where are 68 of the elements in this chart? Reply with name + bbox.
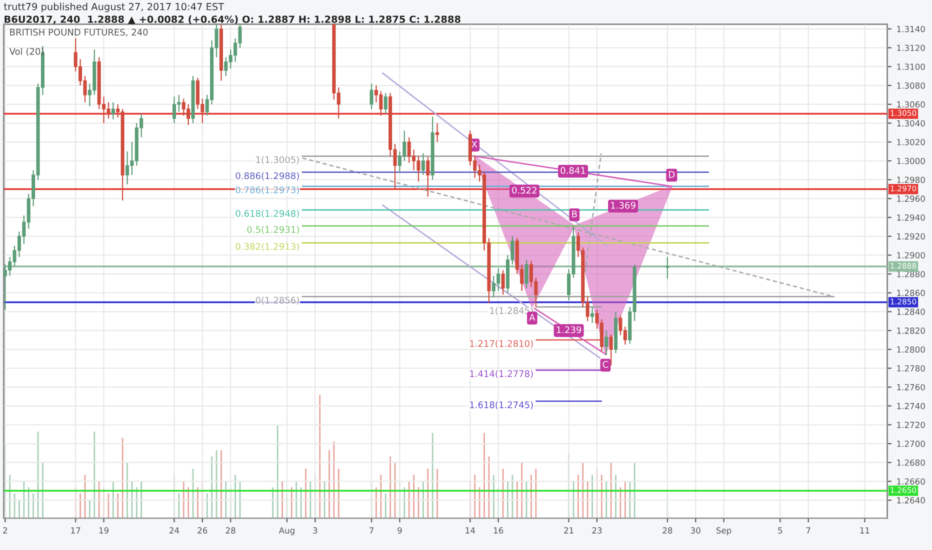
annotation: B (572, 210, 577, 218)
annotation: BRITISH POUND FUTURES, 240 (10, 28, 148, 37)
y-tick-label: 1.3000 (897, 158, 925, 164)
annotation: X (472, 140, 478, 148)
x-tick-label: 19 (99, 527, 108, 534)
x-tick-label: 3 (313, 527, 318, 534)
y-tick-label: 1.2800 (897, 346, 925, 353)
y-tick-label: 1.2700 (897, 440, 925, 447)
chart-subtitle: B6U2017, 240 1.2888 ▲ +0.0082 (+0.64%) O: 1.2887 H: 1.2898 L: 1.2875 C: 1.2888 (4, 15, 460, 24)
x-tick-label: 30 (690, 527, 700, 534)
y-tick-label: 1.2820 (897, 328, 925, 334)
x-tick-label: 21 (564, 527, 574, 534)
series-label: 0(1.2856) (256, 296, 299, 305)
series-label: 1(1.2845) (490, 306, 533, 316)
y-tick-label: 1.2640 (897, 497, 925, 504)
annotation: C (602, 360, 608, 368)
y-tick-label: 1.2660 (897, 478, 925, 485)
x-tick-label: 16 (494, 527, 504, 534)
series-label: 1(1.3005) (256, 156, 299, 164)
x-tick-label: 23 (592, 527, 602, 534)
series-label: 0.886(1.2988) (236, 172, 299, 180)
y-tick-label: 1.2840 (897, 308, 925, 315)
x-tick-label: 28 (226, 527, 236, 534)
y-tick-label: 1.2980 (897, 176, 925, 184)
y-tick-label: 1.2740 (897, 402, 925, 410)
y-tick-label: 1.2720 (897, 422, 925, 428)
series-label: 0.786(1.2973) (236, 186, 299, 194)
x-tick-label: 17 (71, 527, 80, 534)
y-tick-label: 1.3140 (897, 26, 925, 32)
series-label: 0.618(1.2948) (236, 210, 299, 218)
series-label: 1.618(1.2745) (470, 401, 533, 410)
y-tick-label: 1.3120 (897, 44, 925, 52)
x-tick-label: Sep (716, 527, 732, 536)
annotation: 0.522 (512, 186, 536, 194)
y-tick-label: 1.2780 (897, 365, 925, 372)
x-tick-label: 26 (198, 527, 208, 534)
series-label: 1.217(1.2810) (470, 340, 533, 348)
x-tick-label: 2 (3, 527, 7, 534)
x-tick-label: 11 (860, 527, 870, 534)
y-tick-label: 1.2760 (897, 384, 925, 390)
y-tick-label: 1.2860 (897, 290, 925, 296)
y-tick-label: 1.2960 (897, 196, 925, 202)
series-label: 1.414(1.2778) (470, 370, 533, 378)
y-tick-label: 1.2900 (897, 252, 925, 258)
series-label: 0.382(1.2913) (236, 242, 299, 251)
annotation: A (529, 314, 536, 321)
x-tick-label: 5 (778, 527, 782, 534)
y-tick-label: 1.3020 (897, 139, 925, 146)
x-tick-label: 7 (806, 527, 810, 534)
x-tick-label: 24 (170, 527, 180, 534)
y-tick-label: 1.3100 (897, 64, 925, 70)
x-tick-label: 9 (398, 527, 402, 534)
x-tick-label: 7 (370, 527, 374, 534)
y-tick-label: 1.2940 (897, 214, 925, 221)
chart-title: trutt79 published August 27, 2017 10:47 EST (4, 2, 224, 12)
y-tick-label: 1.2920 (897, 233, 925, 240)
y-tick-label: 1.3080 (897, 82, 925, 89)
annotation: D (669, 171, 675, 178)
x-tick-label: 28 (662, 527, 672, 534)
annotation: 1.239 (556, 326, 582, 334)
y-tick-label: 1.3060 (897, 101, 925, 108)
y-tick-label: 1.3040 (897, 120, 925, 126)
annotation: 1.369 (611, 202, 636, 209)
annotation: 0.841 (560, 167, 586, 174)
series-label: 0.5(1.2931) (247, 226, 299, 234)
x-tick-label: 14 (466, 527, 475, 534)
y-tick-label: 1.2680 (897, 459, 925, 466)
x-tick-label: Aug (278, 527, 294, 536)
